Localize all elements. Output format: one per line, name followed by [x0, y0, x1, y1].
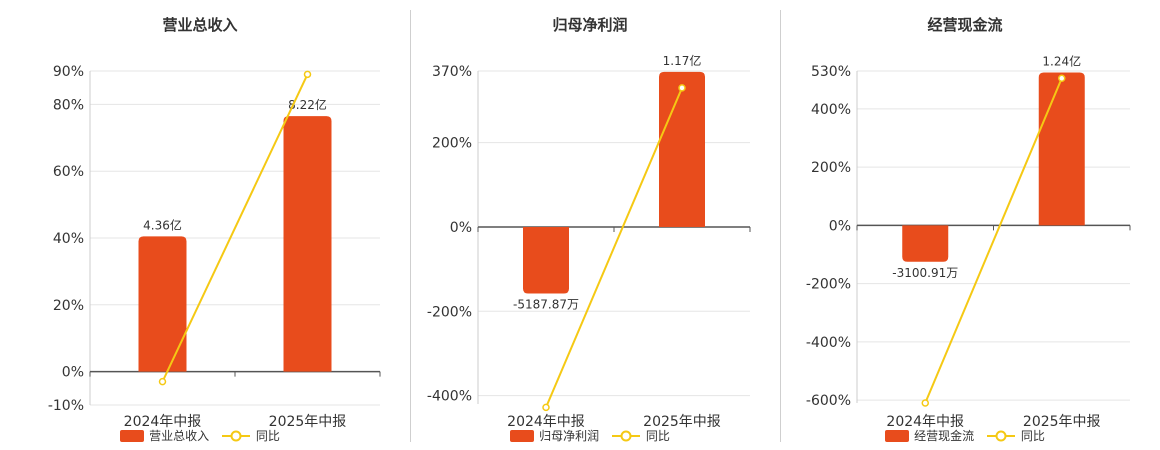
chart-legend: 归母净利润 同比	[410, 427, 770, 444]
revenue-chart: -10% 0% 20% 40% 60% 80% 90% 4.36亿 8.22亿 2024年中报 20…	[48, 64, 381, 430]
bar-data-label: 1.17亿	[663, 53, 702, 68]
bar-data-label: -5187.87万	[513, 298, 579, 312]
panel-divider	[410, 10, 411, 442]
legend-item-bar[interactable]: 经营现金流	[885, 427, 974, 444]
legend-bar-label: 归母净利润	[539, 429, 600, 443]
legend-line-label: 同比	[255, 429, 280, 443]
legend-line-label: 同比	[645, 429, 670, 443]
legend-item-bar[interactable]: 营业总收入	[120, 427, 209, 444]
y-tick-label: 400%	[811, 102, 851, 118]
y-tick-label: -200%	[806, 277, 851, 293]
bar	[523, 226, 569, 294]
legend-item-line[interactable]: 同比	[221, 427, 280, 444]
legend-line-icon	[221, 430, 250, 441]
x-tick-label: 2024年中报	[507, 414, 585, 430]
x-tick-label: 2025年中报	[1023, 414, 1101, 430]
legend-item-line[interactable]: 同比	[611, 427, 670, 444]
chart-title: 归母净利润	[552, 16, 628, 34]
bar	[283, 116, 332, 372]
legend-bar-swatch	[885, 429, 910, 442]
legend-bar-label: 营业总收入	[149, 429, 210, 443]
yoy-point	[678, 84, 686, 92]
bar-data-label: 8.22亿	[288, 97, 327, 112]
x-tick-label: 2025年中报	[643, 414, 721, 430]
legend-line-icon	[611, 430, 640, 441]
y-tick-label: 0%	[450, 220, 472, 236]
yoy-line	[545, 87, 683, 408]
y-tick-label: 0%	[829, 218, 851, 234]
chart-panel-cash-flow: 经营现金流 -600% -400% -200% 0% 200% 400% 530% -3100…	[780, 0, 1150, 450]
bar-data-label: 4.36亿	[143, 217, 182, 232]
chart-legend: 经营现金流 同比	[780, 427, 1150, 444]
legend-bar-label: 经营现金流	[914, 429, 975, 443]
bar	[138, 236, 187, 372]
legend-line-label: 同比	[1020, 429, 1045, 443]
y-tick-label: -400%	[806, 335, 851, 351]
bar	[1038, 72, 1085, 226]
yoy-point	[158, 377, 167, 386]
y-tick-label: 80%	[53, 97, 84, 113]
chart-title: 经营现金流	[927, 16, 1003, 34]
legend-line-icon	[986, 430, 1015, 441]
bar-data-label: -3100.91万	[892, 266, 958, 280]
yoy-point	[921, 399, 929, 407]
legend-bar-swatch	[120, 429, 145, 442]
y-tick-label: -10%	[48, 398, 84, 414]
y-tick-label: 20%	[53, 298, 84, 314]
y-tick-label: -200%	[427, 304, 472, 320]
x-tick-label: 2025年中报	[269, 414, 347, 430]
net-profit-chart: -400% -200% 0% 200% 370% -5187.87万 1.17亿 2024年中…	[427, 53, 751, 430]
yoy-point	[303, 70, 312, 79]
legend-bar-swatch	[510, 429, 535, 442]
x-tick-label: 2024年中报	[124, 414, 202, 430]
chart-panel-net-profit: 归母净利润 -400% -200% 0% 200% 370% -5187.87万 1.17亿…	[410, 0, 770, 450]
y-tick-label: -600%	[806, 393, 851, 409]
bar	[659, 71, 705, 227]
y-tick-label: 0%	[62, 365, 84, 381]
x-tick-label: 2024年中报	[886, 414, 964, 430]
y-tick-label: -400%	[427, 389, 472, 405]
bar	[902, 225, 949, 262]
y-tick-label: 530%	[811, 64, 851, 80]
y-tick-label: 40%	[53, 231, 84, 247]
chart-legend: 营业总收入 同比	[0, 427, 400, 444]
bar-data-label: 1.24亿	[1042, 53, 1081, 68]
panel-divider	[780, 10, 781, 442]
yoy-line	[161, 73, 309, 383]
y-tick-label: 90%	[53, 64, 84, 80]
y-tick-label: 60%	[53, 164, 84, 180]
legend-item-line[interactable]: 同比	[986, 427, 1045, 444]
chart-panel-revenue: 营业总收入 -10% 0% 20% 40% 60% 80% 90% 4.36亿 8.22亿 202…	[0, 0, 400, 450]
yoy-point	[1058, 74, 1066, 83]
y-tick-label: 200%	[811, 160, 851, 176]
legend-item-bar[interactable]: 归母净利润	[510, 427, 599, 444]
chart-title: 营业总收入	[162, 16, 238, 34]
cash-flow-chart: -600% -400% -200% 0% 200% 400% 530% -3100.91万 1.…	[806, 53, 1131, 430]
yoy-line	[924, 77, 1063, 404]
y-tick-label: 370%	[432, 64, 472, 80]
yoy-point	[542, 403, 550, 412]
y-tick-label: 200%	[432, 136, 472, 152]
